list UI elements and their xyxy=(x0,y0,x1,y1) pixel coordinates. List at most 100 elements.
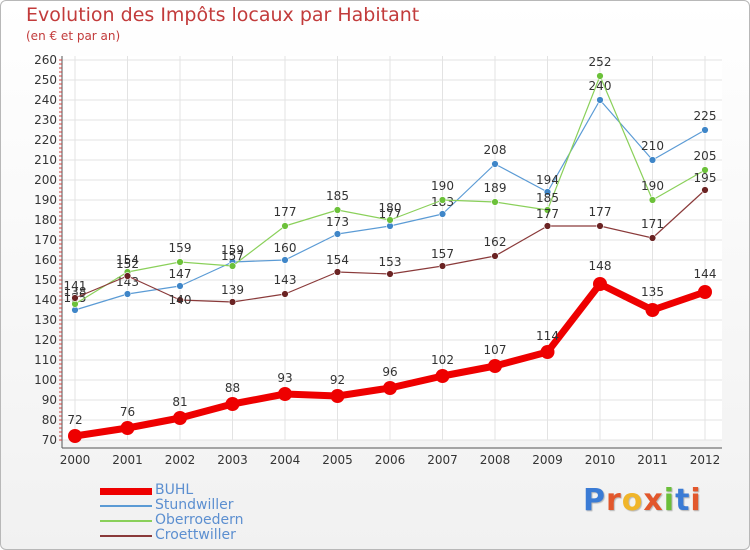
y-tick-label: 170 xyxy=(34,233,57,247)
data-label-oberroedern: 157 xyxy=(221,249,244,263)
legend-label: BUHL xyxy=(155,482,194,498)
data-label-buhl: 92 xyxy=(330,373,345,387)
data-label-buhl: 81 xyxy=(172,395,187,409)
legend-item-stundwiller: Stundwiller xyxy=(100,497,360,514)
data-label-oberroedern: 190 xyxy=(431,179,454,193)
data-point-stundwiller xyxy=(123,290,132,298)
y-tick-label: 120 xyxy=(34,333,57,347)
data-label-oberroedern: 180 xyxy=(379,201,402,215)
y-tick-label: 190 xyxy=(34,193,57,207)
data-point-croettwiller xyxy=(333,268,342,276)
data-label-oberroedern: 159 xyxy=(169,241,192,255)
data-point-croettwiller xyxy=(228,298,237,306)
logo-letter: i xyxy=(663,483,676,518)
proxiti-logo: Proxiti xyxy=(583,483,702,518)
data-label-buhl: 107 xyxy=(484,343,507,357)
data-point-croettwiller xyxy=(701,186,709,194)
data-point-croettwiller xyxy=(543,222,552,230)
data-label-buhl: 135 xyxy=(641,285,664,299)
data-point-stundwiller xyxy=(701,126,709,134)
data-point-stundwiller xyxy=(176,282,184,290)
data-label-oberroedern: 205 xyxy=(694,149,717,163)
data-label-croettwiller: 139 xyxy=(221,283,244,297)
data-point-oberroedern xyxy=(491,198,499,206)
data-label-buhl: 96 xyxy=(382,365,397,379)
x-tick-label: 2009 xyxy=(532,453,563,467)
data-label-croettwiller: 157 xyxy=(431,247,454,261)
data-label-stundwiller: 208 xyxy=(484,143,507,157)
data-point-croettwiller xyxy=(71,294,79,302)
data-label-stundwiller: 225 xyxy=(694,109,717,123)
data-label-croettwiller: 171 xyxy=(641,217,664,231)
y-tick-label: 110 xyxy=(34,353,57,367)
data-point-buhl xyxy=(330,389,345,403)
data-label-oberroedern: 252 xyxy=(589,55,612,69)
data-point-buhl xyxy=(540,345,555,359)
y-tick-label: 70 xyxy=(42,433,57,447)
data-point-buhl xyxy=(698,285,712,299)
x-tick-label: 2004 xyxy=(270,453,301,467)
data-point-croettwiller xyxy=(281,290,289,298)
data-point-stundwiller xyxy=(648,156,657,164)
legend-label: Stundwiller xyxy=(155,497,234,513)
legend-swatch xyxy=(100,520,152,522)
data-point-buhl xyxy=(435,369,450,383)
data-point-buhl xyxy=(225,397,240,411)
chart-title: Evolution des Impôts locaux par Habitant xyxy=(26,4,420,26)
x-tick-label: 2008 xyxy=(480,453,511,467)
data-label-oberroedern: 177 xyxy=(274,205,297,219)
data-label-stundwiller: 159 xyxy=(221,243,244,257)
data-label-stundwiller: 194 xyxy=(536,173,559,187)
data-point-buhl xyxy=(593,277,607,291)
y-tick-label: 200 xyxy=(34,173,57,187)
data-label-oberroedern: 185 xyxy=(326,189,349,203)
data-point-croettwiller xyxy=(386,270,394,278)
data-label-buhl: 76 xyxy=(120,405,135,419)
data-label-buhl: 102 xyxy=(431,353,454,367)
logo-letter: i xyxy=(690,483,702,518)
data-point-oberroedern xyxy=(333,206,342,214)
data-label-stundwiller: 147 xyxy=(169,267,192,281)
data-label-stundwiller: 160 xyxy=(274,241,297,255)
data-label-croettwiller: 162 xyxy=(484,235,507,249)
logo-letter: o xyxy=(621,483,644,518)
y-tick-label: 80 xyxy=(42,413,57,427)
data-label-buhl: 114 xyxy=(536,329,559,343)
data-label-oberroedern: 154 xyxy=(116,253,139,267)
data-point-croettwiller xyxy=(438,262,447,270)
logo-letter: x xyxy=(643,483,664,518)
data-label-buhl: 72 xyxy=(67,413,82,427)
data-label-stundwiller: 240 xyxy=(589,79,612,93)
data-point-croettwiller xyxy=(176,296,184,304)
data-label-croettwiller: 177 xyxy=(536,207,559,221)
data-point-croettwiller xyxy=(491,252,499,260)
data-label-croettwiller: 154 xyxy=(326,253,349,267)
legend-item-croettwiller: Croettwiller xyxy=(100,527,360,544)
legend-swatch xyxy=(100,487,152,495)
y-tick-label: 260 xyxy=(34,53,57,67)
data-label-oberroedern: 185 xyxy=(536,191,559,205)
y-tick-label: 180 xyxy=(34,213,57,227)
data-label-oberroedern: 190 xyxy=(641,179,664,193)
y-tick-label: 90 xyxy=(42,393,57,407)
data-label-croettwiller: 177 xyxy=(589,205,612,219)
data-point-buhl xyxy=(68,429,82,443)
y-tick-label: 150 xyxy=(34,273,57,287)
data-point-croettwiller xyxy=(123,272,132,280)
y-tick-label: 210 xyxy=(34,153,57,167)
data-label-croettwiller: 140 xyxy=(169,293,192,307)
data-point-buhl xyxy=(120,421,135,435)
y-tick-label: 240 xyxy=(34,93,57,107)
data-point-stundwiller xyxy=(438,210,447,218)
data-label-croettwiller: 152 xyxy=(116,257,139,271)
data-point-oberroedern xyxy=(438,196,447,204)
x-tick-label: 2010 xyxy=(585,453,616,467)
data-point-oberroedern xyxy=(701,166,709,174)
data-label-buhl: 144 xyxy=(694,267,717,281)
data-point-oberroedern xyxy=(281,222,289,230)
data-label-buhl: 88 xyxy=(225,381,240,395)
x-tick-label: 2007 xyxy=(427,453,458,467)
y-tick-label: 140 xyxy=(34,293,57,307)
y-tick-label: 230 xyxy=(34,113,57,127)
